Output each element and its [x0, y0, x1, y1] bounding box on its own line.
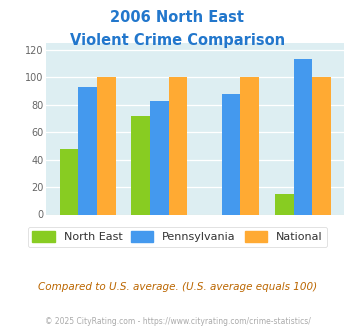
Bar	[222, 94, 240, 214]
Bar	[78, 87, 97, 214]
Bar	[169, 77, 187, 214]
Text: 2006 North East: 2006 North East	[110, 10, 245, 25]
Bar	[97, 77, 116, 214]
Bar	[275, 194, 294, 214]
Bar	[312, 77, 331, 214]
Bar	[294, 59, 312, 215]
Bar	[150, 101, 169, 214]
Legend: North East, Pennsylvania, National: North East, Pennsylvania, National	[28, 227, 327, 247]
Text: © 2025 CityRating.com - https://www.cityrating.com/crime-statistics/: © 2025 CityRating.com - https://www.city…	[45, 317, 310, 326]
Text: Compared to U.S. average. (U.S. average equals 100): Compared to U.S. average. (U.S. average …	[38, 282, 317, 292]
Bar	[131, 115, 150, 214]
Bar	[240, 77, 259, 214]
Bar	[60, 148, 78, 214]
Text: Violent Crime Comparison: Violent Crime Comparison	[70, 33, 285, 48]
